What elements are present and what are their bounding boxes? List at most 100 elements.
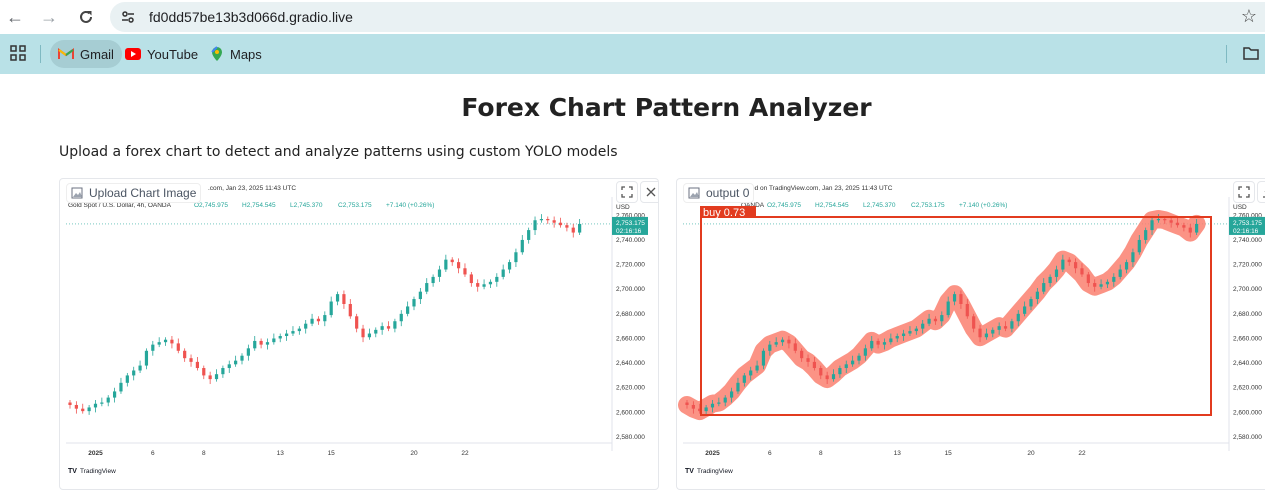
candle-body <box>1124 262 1129 270</box>
price-tick-label: 2,640.000 <box>616 360 645 367</box>
bookmark-gmail[interactable]: Gmail <box>50 40 122 68</box>
close-icon <box>646 187 656 197</box>
candle-body <box>406 306 410 314</box>
candle-body <box>571 227 575 233</box>
candle-body <box>780 339 785 343</box>
candle-body <box>476 283 480 287</box>
candle-body <box>125 375 129 383</box>
candle-body <box>1099 284 1103 287</box>
candle-body <box>1144 230 1148 240</box>
candle-body <box>698 408 702 412</box>
candle-body <box>138 365 142 371</box>
candle-body <box>495 276 499 282</box>
candle-body <box>425 283 429 292</box>
candle-body <box>793 343 797 351</box>
price-tick-label: 2,640.000 <box>1233 360 1262 367</box>
candle-body <box>1156 219 1161 221</box>
ohlc-change: +7.140 (+0.26%) <box>959 202 1007 209</box>
download-button[interactable] <box>1257 181 1265 203</box>
candle-body <box>997 326 1001 330</box>
candle-body <box>749 370 753 376</box>
candle-body <box>546 219 550 221</box>
ohlc-open: O2,745.975 <box>194 202 228 209</box>
price-tick-label: 2,620.000 <box>1233 385 1262 392</box>
address-bar[interactable]: fd0dd57be13b3d066d.gradio.live ☆ <box>110 2 1265 32</box>
candle-body <box>310 318 314 324</box>
candle-body <box>870 340 874 349</box>
candle-body <box>527 230 531 240</box>
reload-icon[interactable] <box>73 4 99 30</box>
candle-body <box>100 402 104 404</box>
candle-body <box>246 348 250 356</box>
bookmark-youtube[interactable]: YouTube <box>117 40 206 68</box>
countdown-text: 02:16:16 <box>616 228 642 235</box>
time-tick-label: 13 <box>894 450 902 457</box>
candle-body <box>412 299 416 307</box>
youtube-icon <box>125 48 141 60</box>
candle-body <box>1080 268 1084 275</box>
bookmark-maps[interactable]: Maps <box>202 40 270 68</box>
candle-body <box>1182 225 1186 228</box>
price-tick-label: 2,680.000 <box>616 311 645 318</box>
ohlc-change: +7.140 (+0.26%) <box>386 202 434 209</box>
bookmark-star-icon[interactable]: ☆ <box>1240 6 1257 26</box>
candle-body <box>972 316 976 329</box>
candle-body <box>208 375 212 380</box>
bookmarks-bar: Gmail YouTube Maps <box>0 34 1265 74</box>
candle-body <box>806 358 810 362</box>
price-tick-label: 2,600.000 <box>616 409 645 416</box>
upload-label: Upload Chart Image <box>66 183 202 203</box>
candle-body <box>170 339 174 344</box>
candle-body <box>380 326 384 330</box>
candle-body <box>533 220 537 231</box>
input-chart: .com, Jan 23, 2025 11:43 UTC Gold Spot / … <box>66 185 648 475</box>
chart-symbol-text: OANDA <box>741 202 765 209</box>
chart-symbol-text: Gold Spot / U.S. Dollar, 4h, OANDA <box>68 202 172 209</box>
back-icon[interactable]: ← <box>6 6 24 27</box>
bookmark-label: YouTube <box>147 46 199 62</box>
maps-icon <box>211 46 222 61</box>
tradingview-logo-icon: TV <box>68 468 77 475</box>
upload-label-text: Upload Chart Image <box>89 186 197 200</box>
candle-body <box>507 262 512 270</box>
bookmark-label: Maps <box>230 46 262 62</box>
candle-body <box>1112 276 1116 282</box>
candle-body <box>1105 281 1110 285</box>
candle-body <box>565 225 569 228</box>
candle-body <box>335 294 340 302</box>
candle-body <box>889 338 893 343</box>
apps-grid-icon[interactable] <box>10 45 26 61</box>
candle-body <box>393 321 397 329</box>
clear-button[interactable] <box>640 181 658 203</box>
ohlc-low: L2,745.370 <box>290 202 323 209</box>
candle-body <box>984 333 989 338</box>
folder-icon[interactable] <box>1243 46 1259 60</box>
countdown-text: 02:16:16 <box>1233 228 1259 235</box>
fullscreen-icon <box>1238 186 1250 198</box>
forward-icon[interactable]: → <box>40 6 58 27</box>
candle-body <box>717 402 721 404</box>
fullscreen-icon <box>621 186 633 198</box>
candle-body <box>819 368 823 376</box>
candle-body <box>774 342 778 345</box>
fullscreen-button[interactable] <box>1233 181 1255 203</box>
candle-body <box>265 342 270 345</box>
time-tick-label: 15 <box>945 450 953 457</box>
ohlc-close: C2,753.175 <box>911 202 945 209</box>
output-label: output 0 <box>683 183 755 203</box>
candle-body <box>710 403 715 408</box>
candle-body <box>978 328 982 338</box>
upload-image-panel[interactable]: Upload Chart Image .com, Jan 23, 2025 11… <box>59 178 659 490</box>
tradingview-logo-icon: TV <box>685 468 694 475</box>
price-tick-label: 2,760.000 <box>1233 212 1262 219</box>
candle-body <box>68 402 72 405</box>
candle-body <box>272 338 276 343</box>
site-info-icon[interactable] <box>120 9 136 25</box>
price-tick-label: 2,700.000 <box>1233 286 1262 293</box>
candle-body <box>1131 252 1135 263</box>
candle-body <box>1163 219 1167 221</box>
candle-body <box>202 368 206 376</box>
time-tick-label: 13 <box>277 450 285 457</box>
fullscreen-button[interactable] <box>616 181 638 203</box>
candle-body <box>552 220 556 223</box>
